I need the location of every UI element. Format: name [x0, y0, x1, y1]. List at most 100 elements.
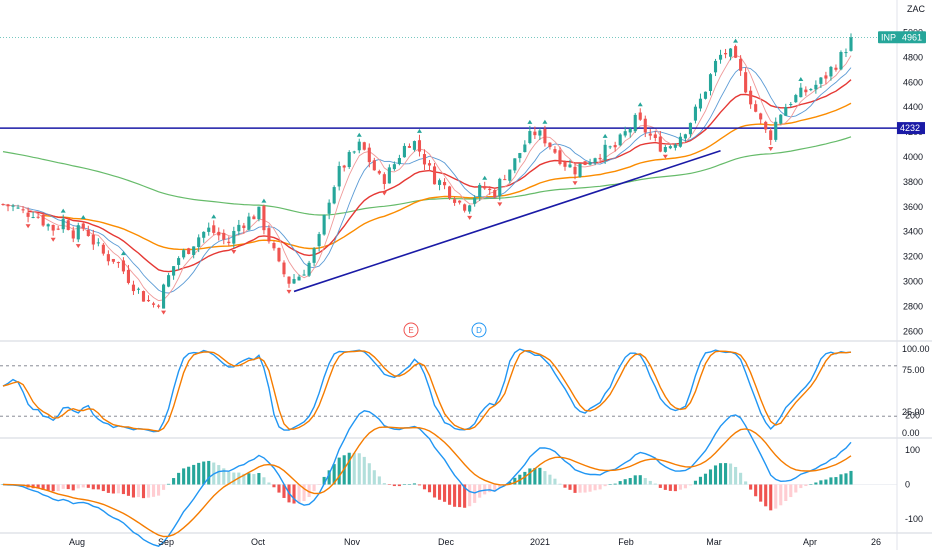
- candle-body: [528, 131, 532, 144]
- macd-histogram-bar: [814, 482, 818, 485]
- macd-histogram-bar: [136, 484, 141, 498]
- macd-histogram-bar: [824, 479, 828, 485]
- candle-body: [357, 141, 361, 151]
- candle-body: [448, 186, 452, 199]
- candle-body: [633, 114, 637, 132]
- candle-body: [698, 98, 703, 109]
- macd-histogram-bar: [187, 466, 191, 485]
- macd-histogram-bar: [327, 470, 331, 485]
- candle-body: [643, 118, 647, 133]
- candle: [503, 174, 507, 181]
- symbol-header: ZAC: [907, 4, 926, 14]
- x-tick-label: 26: [871, 537, 881, 547]
- candle: [247, 212, 251, 231]
- candle-body: [167, 275, 171, 287]
- candle: [352, 150, 356, 154]
- level-tag: 4232: [897, 122, 925, 135]
- candle-body: [187, 248, 191, 255]
- candle: [347, 150, 351, 169]
- candle: [658, 131, 662, 153]
- candle: [804, 86, 808, 96]
- candle-body: [11, 205, 15, 207]
- candle: [528, 125, 532, 145]
- candle: [729, 48, 733, 61]
- macd-histogram-bar: [167, 483, 171, 485]
- candle-body: [172, 266, 176, 276]
- candle: [162, 283, 166, 309]
- macd-histogram-bar: [277, 484, 281, 493]
- macd-histogram-bar: [618, 481, 622, 485]
- candle-body: [202, 231, 206, 238]
- macd-histogram-bar: [458, 484, 462, 508]
- candle: [508, 169, 512, 184]
- candle: [774, 117, 778, 142]
- candle: [1, 203, 5, 206]
- macd-histogram-bar: [317, 484, 321, 485]
- macd-histogram-bar: [678, 484, 682, 490]
- candle: [272, 241, 276, 251]
- x-tick-label: 2021: [530, 537, 550, 547]
- candle: [718, 49, 723, 64]
- candle: [402, 143, 406, 158]
- fractal-up-marker: [527, 119, 533, 124]
- candle: [483, 181, 487, 190]
- macd-histogram-bar: [749, 484, 753, 490]
- candle-body: [217, 231, 221, 236]
- macd-histogram-bar: [513, 477, 517, 485]
- candle: [779, 114, 783, 125]
- event-marker-letter: E: [408, 326, 413, 335]
- macd-histogram-bar: [563, 484, 567, 488]
- candle: [237, 219, 241, 236]
- candle-body: [688, 122, 692, 135]
- macd-histogram-bar: [96, 484, 100, 490]
- candle-body: [317, 234, 321, 247]
- candle: [708, 73, 713, 96]
- macd-histogram-bar: [197, 462, 201, 485]
- candle-body: [573, 166, 577, 175]
- candle-body: [593, 158, 597, 163]
- candle-body: [277, 247, 281, 262]
- candle-body: [177, 258, 181, 265]
- candle-body: [71, 230, 75, 239]
- candle-body: [36, 216, 40, 218]
- candle-body: [443, 181, 447, 186]
- candle: [553, 146, 557, 155]
- fractal-up-marker: [80, 214, 86, 219]
- macd-histogram-bar: [427, 484, 432, 493]
- macd-histogram-bar: [156, 484, 161, 496]
- stoch-tick-label: 0.00: [902, 428, 920, 438]
- candle-body: [192, 246, 196, 255]
- candle-body: [61, 218, 65, 230]
- candle: [91, 229, 95, 250]
- macd-histogram-bar: [759, 484, 763, 502]
- fractal-down-marker: [572, 181, 578, 186]
- macd-histogram-bar: [297, 484, 301, 503]
- macd-histogram-bar: [724, 463, 728, 485]
- candle-body: [764, 121, 768, 130]
- macd-histogram-bar: [242, 473, 246, 485]
- candle: [397, 154, 401, 166]
- candle-body: [287, 276, 291, 284]
- candle: [156, 304, 161, 309]
- candle: [648, 128, 652, 140]
- macd-histogram-bar: [744, 481, 748, 485]
- macd-tick-label: 100: [905, 445, 920, 455]
- candle: [698, 93, 703, 112]
- stoch-tick-label: 75.00: [902, 365, 925, 375]
- candle: [212, 220, 216, 236]
- macd-histogram-bar: [422, 484, 427, 490]
- candle-body: [563, 161, 567, 167]
- candle-body: [548, 142, 552, 148]
- candle-body: [56, 228, 60, 230]
- candle: [307, 260, 311, 277]
- macd-signal-line: [2, 426, 852, 538]
- candle: [61, 214, 65, 233]
- candle: [227, 236, 231, 247]
- candle: [422, 149, 427, 170]
- candle-body: [31, 217, 35, 219]
- macd-histogram-bar: [468, 484, 472, 507]
- fractal-up-marker: [637, 102, 643, 107]
- macd-histogram-bar: [382, 483, 386, 485]
- candle-body: [829, 66, 833, 77]
- candle-body: [844, 52, 848, 54]
